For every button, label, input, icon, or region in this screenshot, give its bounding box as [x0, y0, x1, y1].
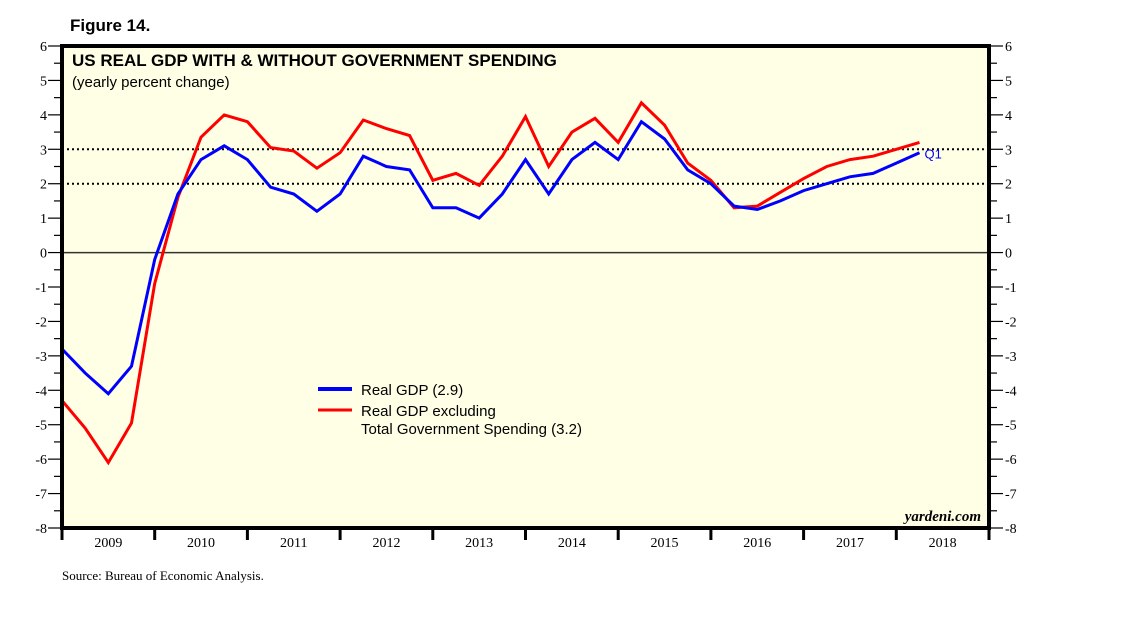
series-line-real-gdp-ex-gov: [62, 100, 920, 466]
y-tick-label-right: 3: [1005, 143, 1012, 158]
end-annotation: Q1: [924, 147, 941, 162]
y-tick-label-left: -3: [35, 350, 47, 365]
x-axis: 2009 2010 2011 2012 2013 2014 2015 2016 2017 2018: [60, 528, 991, 551]
y-tick-label-left: -8: [35, 522, 47, 537]
y-tick-label-right: -1: [1005, 281, 1017, 296]
y-tick-label-left: -2: [35, 315, 47, 330]
series-line-real-gdp: [62, 119, 921, 396]
legend-label-real-gdp-ex-gov-line1: Real GDP excluding: [361, 403, 496, 420]
y-tick-label-right: -8: [1005, 522, 1017, 537]
y-tick-label-left: -1: [35, 281, 47, 296]
series-lines: Q1: [62, 100, 942, 466]
y-tick-label-left: -7: [35, 488, 47, 503]
y-tick-label-right: 5: [1005, 74, 1012, 89]
reference-lines: [62, 148, 989, 254]
y-tick-label-right: -5: [1005, 419, 1017, 434]
y-tick-label-right: 6: [1005, 40, 1012, 55]
x-tick-label: 2015: [651, 536, 679, 551]
x-tick-label: 2014: [558, 536, 586, 551]
y-tick-label-right: -3: [1005, 350, 1017, 365]
chart-subtitle: (yearly percent change): [72, 74, 230, 91]
y-tick-label-left: -6: [35, 453, 47, 468]
y-tick-label-right: 0: [1005, 247, 1012, 262]
x-tick-label: 2016: [743, 536, 771, 551]
x-tick-label: 2009: [94, 536, 122, 551]
y-tick-label-left: -5: [35, 419, 47, 434]
y-tick-label-left: 6: [40, 40, 47, 55]
x-tick-label: 2017: [836, 536, 864, 551]
y-axis-right: 6 5 4 3 2 1 0 -1 -2 -3 -4 -5 -6 -7 -8: [989, 40, 1017, 537]
y-tick-label-right: 1: [1005, 212, 1012, 227]
y-axis-left: 6 5 4 3 2 1 0 -1 -2 -3 -4 -5 -6 -7 -8: [35, 40, 62, 537]
y-tick-label-left: 0: [40, 247, 47, 262]
y-tick-label-left: 2: [40, 178, 47, 193]
y-tick-label-left: 1: [40, 212, 47, 227]
plot-area: [62, 46, 989, 528]
y-tick-label-left: 4: [40, 109, 47, 124]
source-note: Source: Bureau of Economic Analysis.: [62, 568, 264, 583]
x-tick-label: 2012: [372, 536, 400, 551]
y-tick-label-left: 3: [40, 143, 47, 158]
y-tick-label-left: 5: [40, 74, 47, 89]
y-tick-label-right: 4: [1005, 109, 1012, 124]
x-tick-label: 2018: [929, 536, 957, 551]
chart-title: US REAL GDP WITH & WITHOUT GOVERNMENT SP…: [72, 51, 557, 70]
y-tick-label-right: -6: [1005, 453, 1017, 468]
legend: Real GDP (2.9) Real GDP excluding Total …: [318, 382, 582, 438]
brand-watermark: yardeni.com: [903, 509, 981, 525]
y-tick-label-right: -7: [1005, 488, 1017, 503]
legend-label-real-gdp-ex-gov-line2: Total Government Spending (3.2): [361, 421, 582, 438]
y-tick-label-right: -2: [1005, 315, 1017, 330]
x-tick-label: 2011: [280, 536, 307, 551]
x-tick-label: 2013: [465, 536, 493, 551]
y-tick-label-right: -4: [1005, 384, 1017, 399]
figure-label: Figure 14.: [70, 16, 150, 35]
legend-label-real-gdp: Real GDP (2.9): [361, 382, 463, 399]
y-tick-label-left: -4: [35, 384, 47, 399]
x-tick-label: 2010: [187, 536, 215, 551]
y-tick-label-right: 2: [1005, 178, 1012, 193]
